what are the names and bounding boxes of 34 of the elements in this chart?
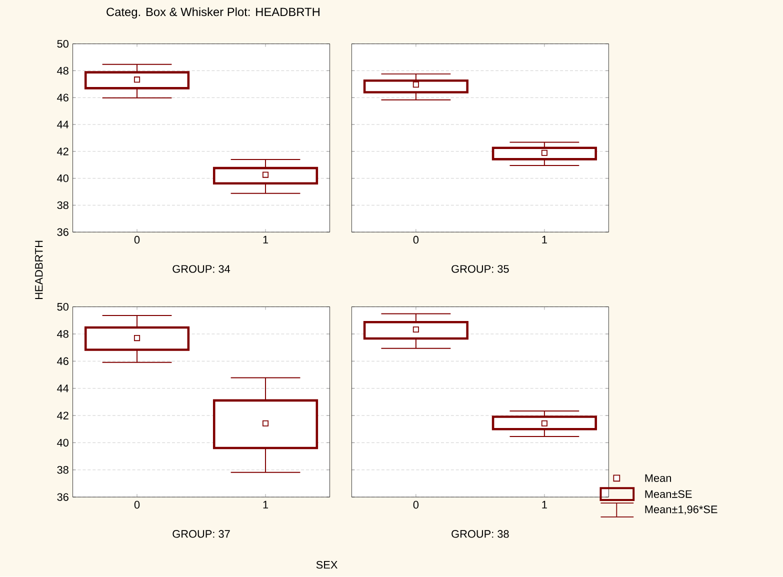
y-tick-label: 48	[57, 330, 68, 338]
y-axis-title: HEADBRTH	[35, 241, 43, 300]
y-tick-label: 50	[57, 303, 68, 311]
text: SEX	[316, 561, 338, 569]
x-axis-title: GROUP: 37	[172, 530, 230, 538]
x-tick-label: 0	[413, 236, 419, 244]
y-tick-label: 44	[57, 384, 69, 392]
x-axis-title: GROUP: 35	[452, 265, 509, 273]
y-tick-label: 44	[57, 120, 69, 128]
x-tick-label: 1	[542, 236, 547, 244]
x-axis-title: GROUP: 38	[452, 530, 509, 538]
y-tick-label: 38	[57, 466, 68, 474]
x-axis-title: GROUP: 34	[172, 265, 230, 273]
y-tick-label: 48	[57, 66, 68, 75]
x-tick-label: 0	[134, 236, 140, 244]
y-tick-label: 38	[57, 201, 68, 210]
text: Mean±SE	[645, 490, 692, 498]
x-tick-label: 0	[134, 501, 140, 509]
y-tick-label: 36	[57, 493, 68, 502]
y-tick-label: 40	[57, 438, 68, 447]
text: Mean	[645, 474, 671, 482]
text: Mean±1,96*SE	[645, 506, 718, 515]
x-tick-label: 1	[542, 501, 547, 509]
y-tick-label: 46	[57, 94, 68, 102]
y-tick-label: 36	[57, 228, 68, 236]
x-tick-label: 0	[413, 501, 419, 509]
y-tick-label: 42	[57, 412, 68, 420]
y-tick-label: 46	[57, 357, 68, 366]
x-tick-label: 1	[263, 501, 268, 509]
y-tick-label: 40	[57, 174, 68, 182]
chart-title: Categ. Box & Whisker Plot: HEADBRTH	[106, 8, 320, 19]
y-tick-label: 50	[57, 40, 68, 48]
y-tick-label: 42	[57, 148, 68, 156]
x-tick-label: 1	[263, 236, 268, 244]
